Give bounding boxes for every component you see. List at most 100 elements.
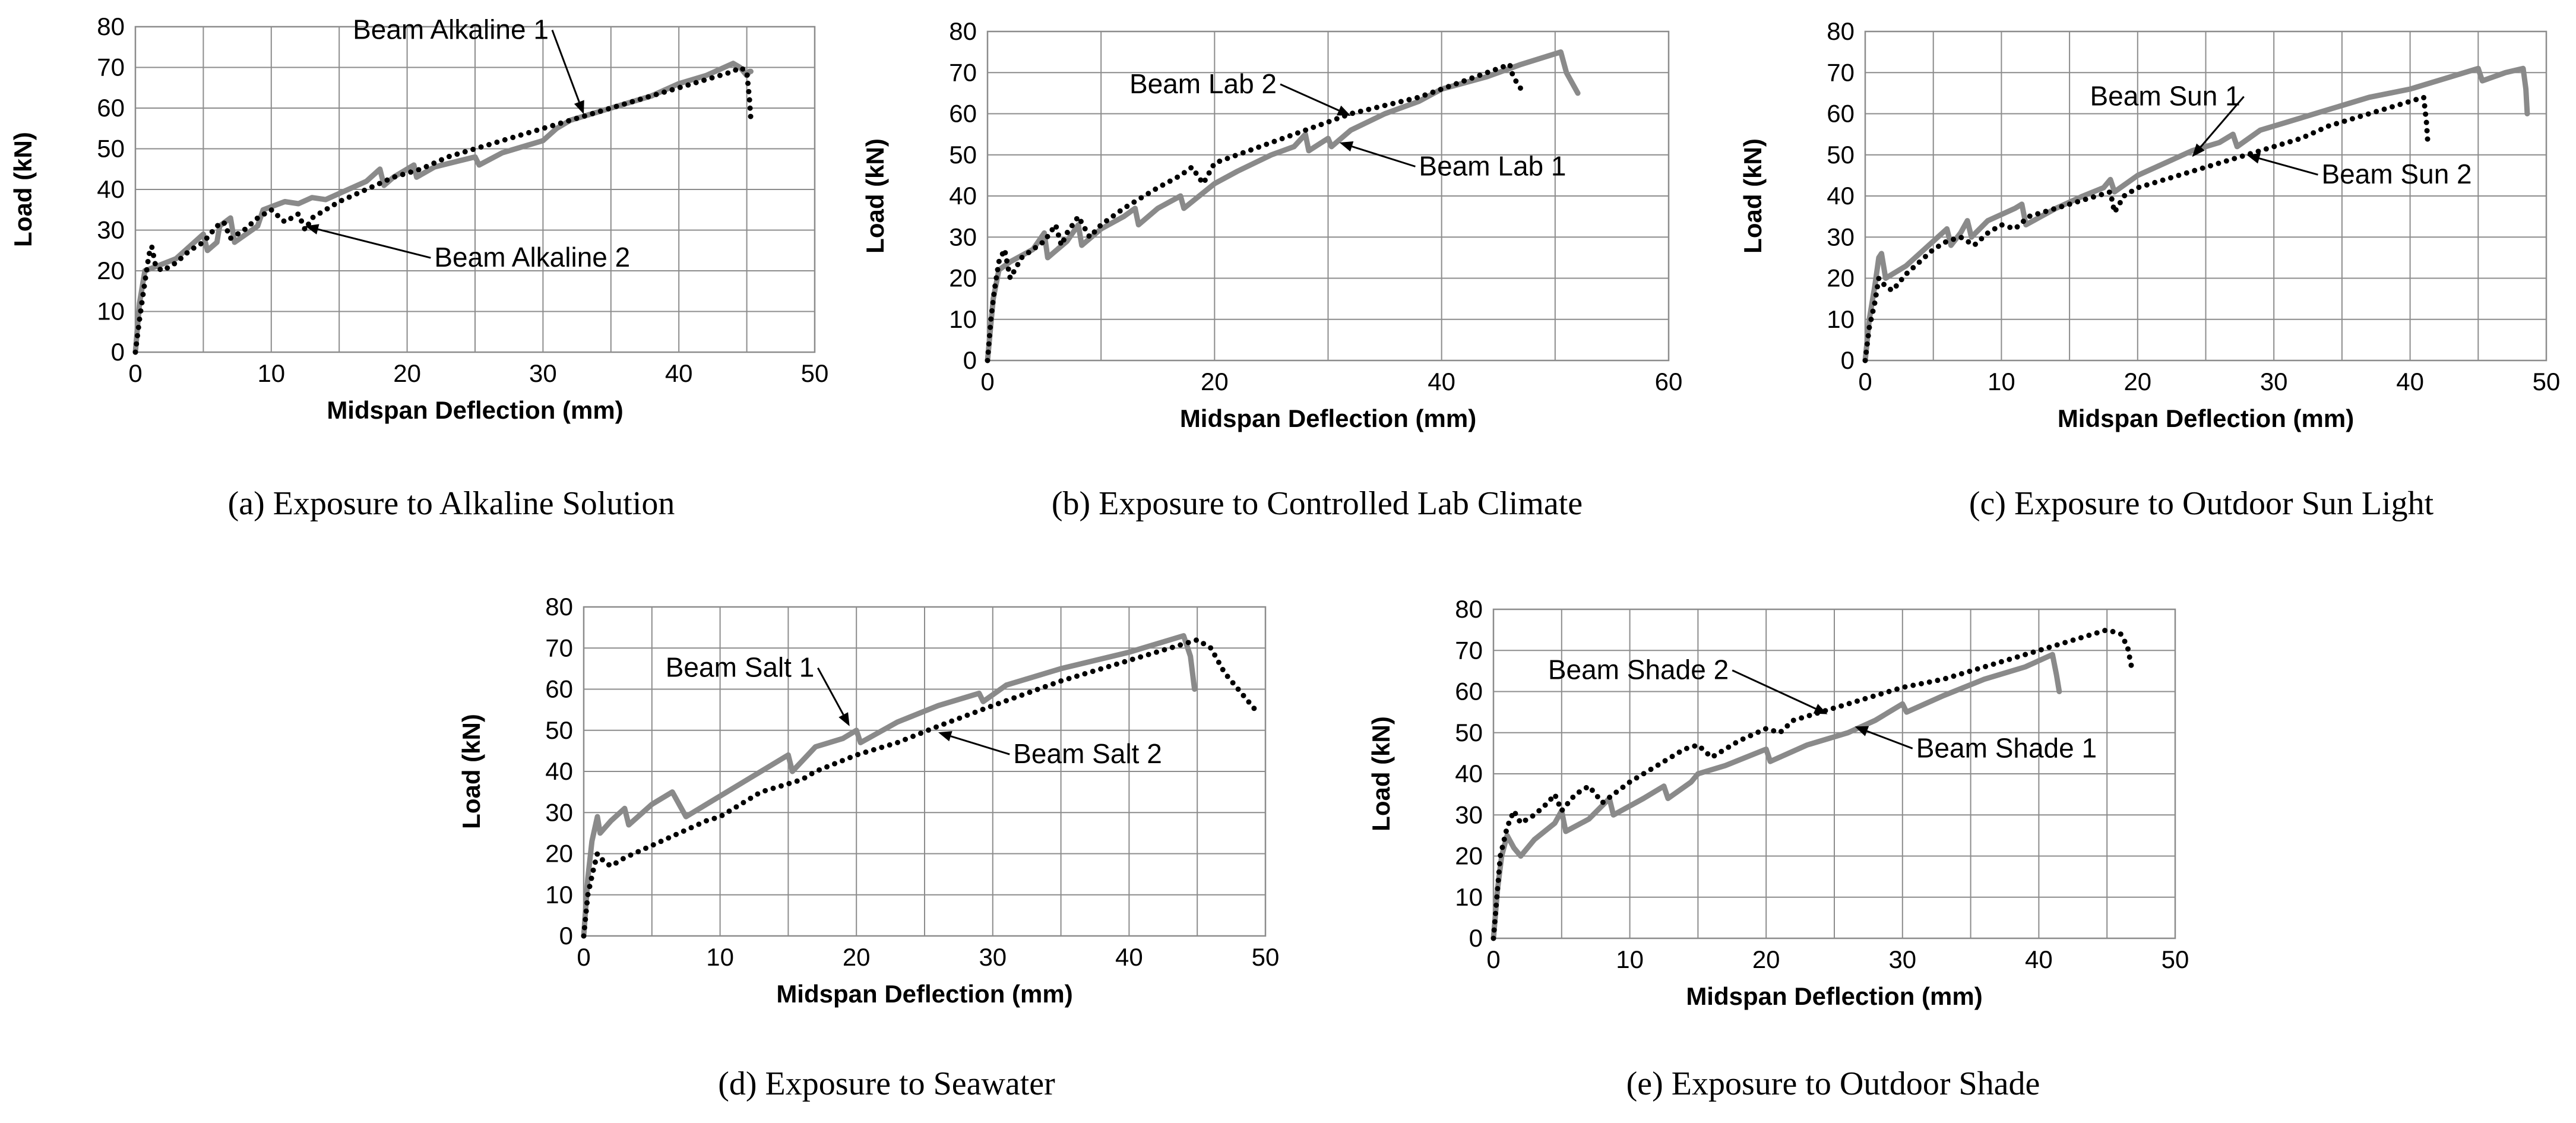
- chart-panel-b: 0 20 40 60 0 10 20 30 40 50 60 70 80 Midspan Deflecti…: [861, 17, 1682, 522]
- panel-caption: (a) Exposure to Alkaline Solution: [228, 485, 675, 522]
- annotation-arrow-line: [2259, 157, 2318, 176]
- x-tick-label: 60: [1655, 368, 1683, 396]
- y-tick-label: 0: [1841, 346, 1855, 374]
- x-tick-label: 10: [1988, 368, 2015, 396]
- plot-area: [134, 26, 816, 353]
- x-tick-label: 50: [1252, 943, 1280, 971]
- x-tick-label: 50: [2533, 368, 2561, 396]
- x-tick-label: 40: [2025, 945, 2053, 973]
- y-tick-label: 0: [1469, 924, 1483, 952]
- series-beam-shade-1: [1490, 651, 2062, 941]
- x-tick-label: 40: [2396, 368, 2424, 396]
- x-tick-label: 30: [2260, 368, 2288, 396]
- y-axis-title: Load (kN): [457, 714, 485, 829]
- x-axis-title: Midspan Deflection (mm): [776, 980, 1072, 1008]
- annotation-arrow-line: [817, 668, 844, 716]
- annotation-arrow-line: [1732, 669, 1817, 710]
- x-axis-title: Midspan Deflection (mm): [1180, 404, 1476, 432]
- annotation-arrow-line: [1280, 83, 1340, 112]
- x-tick-label: 50: [801, 359, 829, 387]
- y-tick-label: 10: [1827, 305, 1855, 333]
- x-tick-label: 0: [1858, 368, 1872, 396]
- y-tick-label: 80: [97, 12, 125, 40]
- x-tick-label: 0: [128, 359, 142, 387]
- y-tick-label: 20: [545, 840, 573, 868]
- series-beam-shade-2: [1490, 627, 2134, 941]
- x-tick-label: 10: [1616, 945, 1644, 973]
- series-beam-lab-1: [985, 49, 1581, 363]
- annotation-beam-sun-1: Beam Sun 1: [2090, 81, 2240, 112]
- y-tick-label: 80: [545, 593, 573, 621]
- annotation-arrow-line: [551, 30, 580, 103]
- x-axis-title: Midspan Deflection (mm): [2058, 404, 2354, 432]
- series-beam-sun-1: [1862, 65, 2530, 363]
- y-tick-label: 60: [1455, 678, 1483, 706]
- chart-panel-a: 0 10 20 30 40 50 0 10 20 30 40 50 60 70 80 Midspan Defl…: [9, 12, 828, 522]
- y-tick-label: 10: [97, 298, 125, 325]
- x-tick-label: 0: [980, 368, 994, 396]
- series-beam-sun-2: [1862, 94, 2431, 363]
- y-tick-label: 20: [1827, 264, 1855, 292]
- series-beam-salt-1: [581, 633, 1198, 939]
- annotation-arrowhead: [838, 712, 850, 726]
- y-axis-title: Load (kN): [861, 138, 889, 254]
- annotation-arrowhead: [938, 731, 952, 742]
- annotation-arrowhead: [1813, 704, 1828, 714]
- y-tick-label: 40: [545, 757, 573, 785]
- panel-caption: (d) Exposure to Seawater: [718, 1065, 1055, 1102]
- y-tick-label: 40: [1455, 760, 1483, 787]
- annotation-arrowhead: [305, 224, 319, 235]
- y-tick-label: 50: [1827, 141, 1855, 169]
- y-tick-label: 50: [545, 716, 573, 744]
- y-tick-label: 10: [949, 305, 977, 333]
- series-beam-lab-2: [985, 61, 1524, 363]
- y-tick-label: 20: [97, 257, 125, 284]
- annotation-beam-shade-1: Beam Shade 1: [1916, 732, 2097, 763]
- x-axis-title: Midspan Deflection (mm): [1686, 982, 1982, 1010]
- x-tick-label: 0: [1486, 945, 1500, 973]
- y-tick-label: 0: [559, 922, 573, 950]
- y-tick-label: 80: [1827, 17, 1855, 45]
- annotation-beam-shade-2: Beam Shade 2: [1548, 654, 1729, 685]
- y-tick-label: 20: [949, 264, 977, 292]
- plot-area: [1492, 608, 2176, 939]
- y-tick-label: 30: [949, 223, 977, 251]
- x-tick-label: 0: [577, 943, 590, 971]
- x-tick-label: 10: [706, 943, 734, 971]
- x-tick-label: 20: [843, 943, 871, 971]
- y-tick-label: 60: [545, 675, 573, 703]
- x-tick-label: 20: [2124, 368, 2151, 396]
- x-tick-label: 20: [1201, 368, 1229, 396]
- y-tick-label: 70: [1455, 636, 1483, 664]
- y-tick-label: 30: [545, 798, 573, 826]
- annotation-beam-salt-2: Beam Salt 2: [1013, 738, 1162, 769]
- annotation-beam-sun-2: Beam Sun 2: [2321, 159, 2471, 189]
- annotation-arrow-line: [2200, 96, 2245, 148]
- y-axis-title: Load (kN): [9, 132, 37, 247]
- y-tick-label: 40: [1827, 182, 1855, 210]
- annotation-arrowhead: [2192, 143, 2205, 157]
- annotation-arrowhead: [1336, 105, 1351, 116]
- x-tick-label: 20: [393, 359, 421, 387]
- annotation-arrowhead: [1855, 726, 1869, 736]
- annotation-arrow-line: [950, 735, 1010, 755]
- y-tick-label: 20: [1455, 842, 1483, 870]
- annotation-arrow-line: [1352, 145, 1416, 167]
- chart-panel-e: 0 10 20 30 40 50 0 10 20 30 40 50 60 70 80 Midspan Defl…: [1367, 595, 2189, 1102]
- y-tick-label: 70: [1827, 58, 1855, 86]
- plot-area: [986, 30, 1670, 362]
- y-tick-label: 70: [97, 53, 125, 81]
- y-tick-label: 50: [949, 141, 977, 169]
- y-tick-label: 30: [1455, 801, 1483, 828]
- y-tick-label: 10: [1455, 883, 1483, 911]
- x-tick-label: 30: [1888, 945, 1916, 973]
- x-axis-title: Midspan Deflection (mm): [327, 396, 623, 424]
- x-tick-label: 30: [529, 359, 557, 387]
- y-tick-label: 40: [97, 175, 125, 203]
- annotation-beam-alkaline-2: Beam Alkaline 2: [434, 242, 630, 273]
- annotation-arrowhead: [574, 100, 584, 115]
- y-tick-label: 60: [949, 100, 977, 128]
- panel-caption: (e) Exposure to Outdoor Shade: [1626, 1065, 2040, 1102]
- annotation-beam-alkaline-1: Beam Alkaline 1: [353, 14, 549, 45]
- y-tick-label: 10: [545, 881, 573, 909]
